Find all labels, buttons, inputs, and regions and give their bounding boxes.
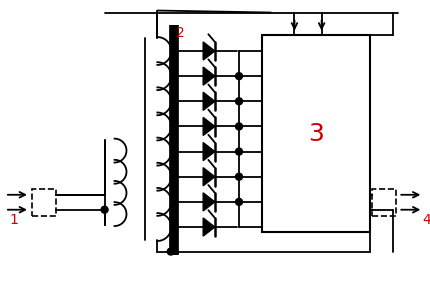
Polygon shape [203, 193, 215, 211]
Circle shape [101, 206, 108, 213]
Text: 2: 2 [176, 26, 184, 40]
Circle shape [236, 123, 243, 130]
Polygon shape [203, 143, 215, 161]
Polygon shape [203, 92, 215, 110]
Circle shape [236, 173, 243, 180]
Polygon shape [203, 218, 215, 236]
Circle shape [236, 148, 243, 155]
Polygon shape [203, 117, 215, 135]
Text: 1: 1 [9, 213, 18, 227]
Polygon shape [203, 168, 215, 186]
Circle shape [236, 73, 243, 80]
Circle shape [236, 199, 243, 205]
Circle shape [236, 98, 243, 105]
Text: 4: 4 [422, 213, 430, 227]
Polygon shape [203, 67, 215, 85]
Polygon shape [203, 42, 215, 60]
Circle shape [167, 248, 174, 255]
FancyBboxPatch shape [262, 36, 371, 232]
Text: 3: 3 [308, 122, 324, 145]
